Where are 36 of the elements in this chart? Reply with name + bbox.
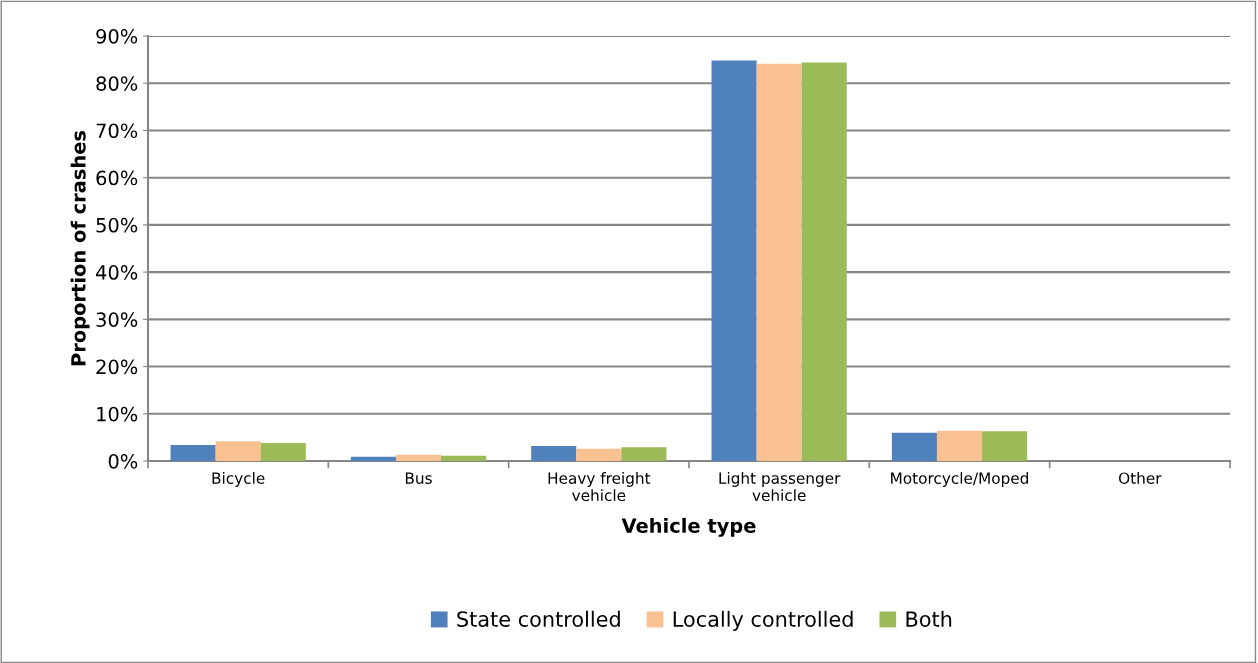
legend-label: Locally controlled xyxy=(673,610,853,631)
x-axis-title: Vehicle type xyxy=(621,517,756,537)
bar xyxy=(936,430,983,461)
bar xyxy=(891,432,937,461)
y-tick-label: 40% xyxy=(96,265,138,280)
bar xyxy=(441,455,487,461)
bar xyxy=(982,431,1028,461)
bar xyxy=(711,60,757,461)
x-tick-label: Heavy freight vehicle xyxy=(548,472,651,502)
x-tick-label: Motorcycle/Moped xyxy=(891,472,1028,487)
bar xyxy=(350,456,396,461)
x-tick-label: Bicycle xyxy=(212,472,265,487)
bar xyxy=(621,447,667,461)
x-tick-label: Light passenger vehicle xyxy=(719,472,841,502)
y-tick-label: 20% xyxy=(96,359,138,375)
bar xyxy=(801,62,847,461)
y-tick-label: 50% xyxy=(96,217,138,233)
x-tick-label: Bus xyxy=(405,472,432,484)
legend-label: State controlled xyxy=(457,610,620,627)
bar xyxy=(260,443,306,461)
legend-label: Both xyxy=(906,610,952,627)
y-tick-label: 80% xyxy=(96,76,138,91)
bar xyxy=(756,63,802,461)
y-tick-label: 70% xyxy=(96,123,138,139)
y-tick-label: 30% xyxy=(96,312,138,327)
y-tick-label: 90% xyxy=(96,28,138,44)
x-tick-label: Other xyxy=(1119,472,1162,484)
bar xyxy=(170,444,216,461)
y-tick-label: 0% xyxy=(108,453,138,469)
y-tick-label: 10% xyxy=(97,406,138,422)
bar xyxy=(576,448,622,461)
y-axis-title: Proportion of crashes xyxy=(70,130,90,366)
bar xyxy=(531,445,577,461)
bar xyxy=(215,441,261,461)
bar xyxy=(395,454,442,461)
y-tick-label: 60% xyxy=(96,170,138,186)
